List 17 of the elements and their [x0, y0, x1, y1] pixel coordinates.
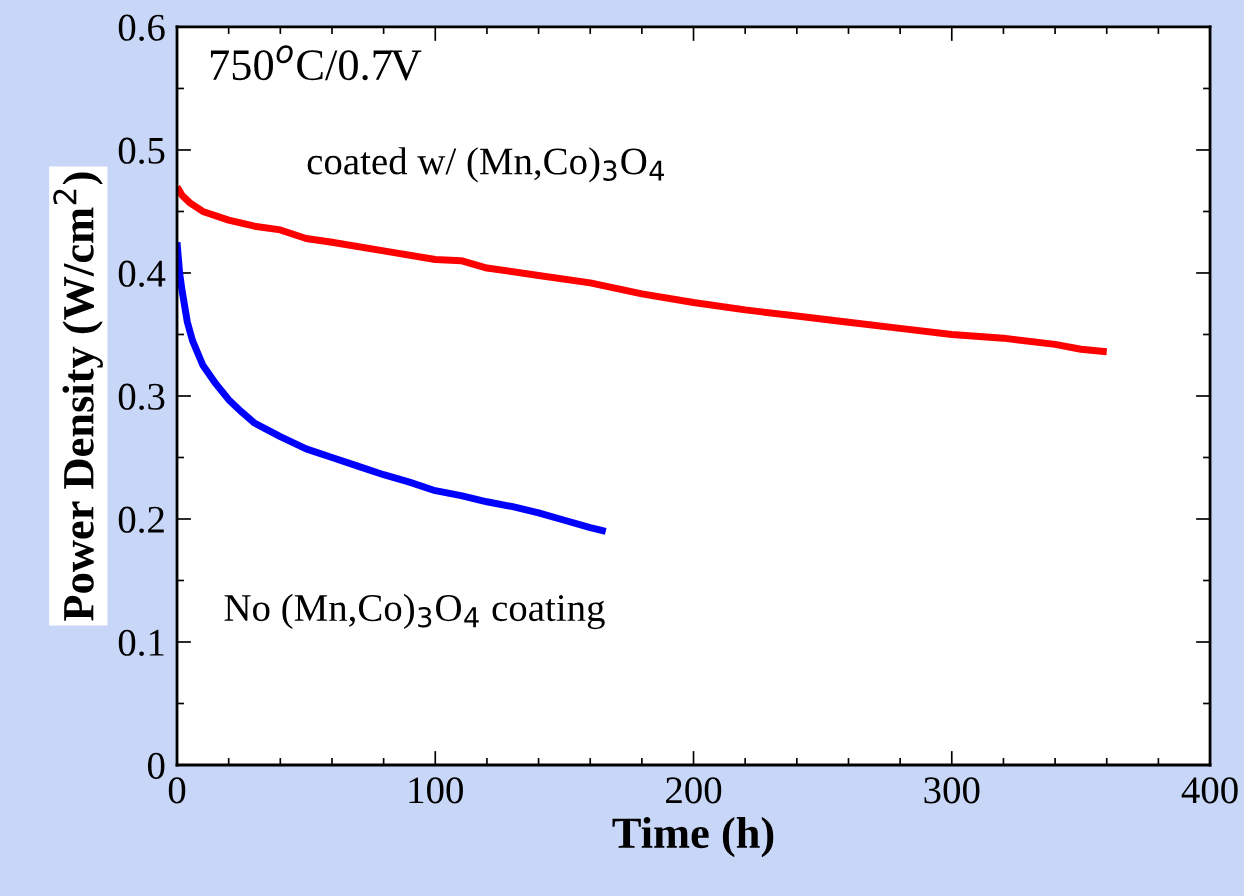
y-tick-label: 0.5 [118, 137, 165, 165]
x-tick-label: 0 [168, 777, 186, 804]
x-tick-label: 200 [666, 777, 722, 804]
y-tick-label: 0 [147, 752, 165, 779]
annotation: 750$^{o}$C/0.7V [210, 45, 422, 81]
y-tick-label: 0.1 [118, 629, 164, 657]
y-tick-label: 0.2 [118, 506, 164, 534]
y-axis-title: Power Density (W/cm$^{2}$) [53, 172, 103, 621]
x-axis-title: Time (h) [612, 816, 774, 858]
y-tick-label: 0.4 [118, 260, 166, 288]
series-label: coated w/ (Mn,Co)$_{3}$O$_{4}$ [307, 147, 664, 183]
x-tick-label: 100 [409, 777, 463, 804]
y-tick-label: 0.6 [118, 14, 165, 42]
series-label: No (Mn,Co)$_{3}$O$_{4}$ coating [224, 593, 605, 630]
y-tick-label: 0.3 [118, 383, 165, 411]
x-tick-label: 400 [1181, 777, 1238, 804]
x-tick-label: 300 [924, 777, 980, 804]
